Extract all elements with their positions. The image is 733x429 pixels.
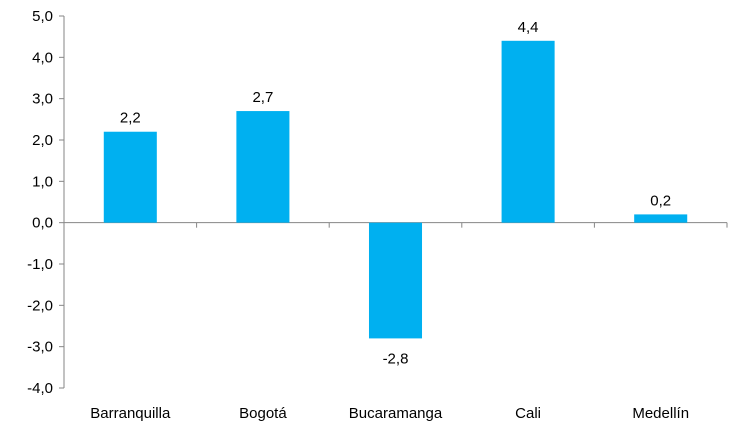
y-tick-label: -3,0	[27, 339, 53, 356]
y-tick-label: -4,0	[27, 380, 53, 397]
bar-bucaramanga	[368, 222, 423, 339]
y-tick-label: 5,0	[32, 8, 53, 25]
data-label: 2,2	[120, 110, 141, 127]
y-tick-label: -1,0	[27, 256, 53, 273]
data-label: -2,8	[383, 350, 409, 367]
category-label: Cali	[515, 405, 541, 422]
bar-bogotá	[236, 111, 290, 223]
data-label: 4,4	[518, 19, 539, 36]
bar-medellín	[634, 214, 688, 223]
y-tick-label: 4,0	[32, 49, 53, 66]
bar-barranquilla	[103, 131, 157, 223]
labels-group: 2,2 Barranquilla 2,7 Bogotá -2,8 Bucaramanga 4…	[90, 19, 689, 422]
y-tick-label: 1,0	[32, 173, 53, 190]
category-label: Barranquilla	[90, 405, 171, 422]
axes-group: 5,0 4,0 3,0 2,0 1,0 0,0 -1,0 -2,0 -3,0 -4,0	[27, 8, 728, 397]
y-tick-label: 0,0	[32, 215, 53, 232]
category-label: Bucaramanga	[349, 405, 443, 422]
bars-group	[103, 40, 688, 339]
data-label: 0,2	[650, 192, 671, 209]
y-tick-label: 2,0	[32, 132, 53, 149]
category-label: Bogotá	[239, 405, 287, 422]
category-label: Medellín	[632, 405, 689, 422]
y-tick-label: -2,0	[27, 297, 53, 314]
bar-cali	[501, 40, 555, 223]
y-tick-label: 3,0	[32, 91, 53, 108]
data-label: 2,7	[252, 89, 273, 106]
